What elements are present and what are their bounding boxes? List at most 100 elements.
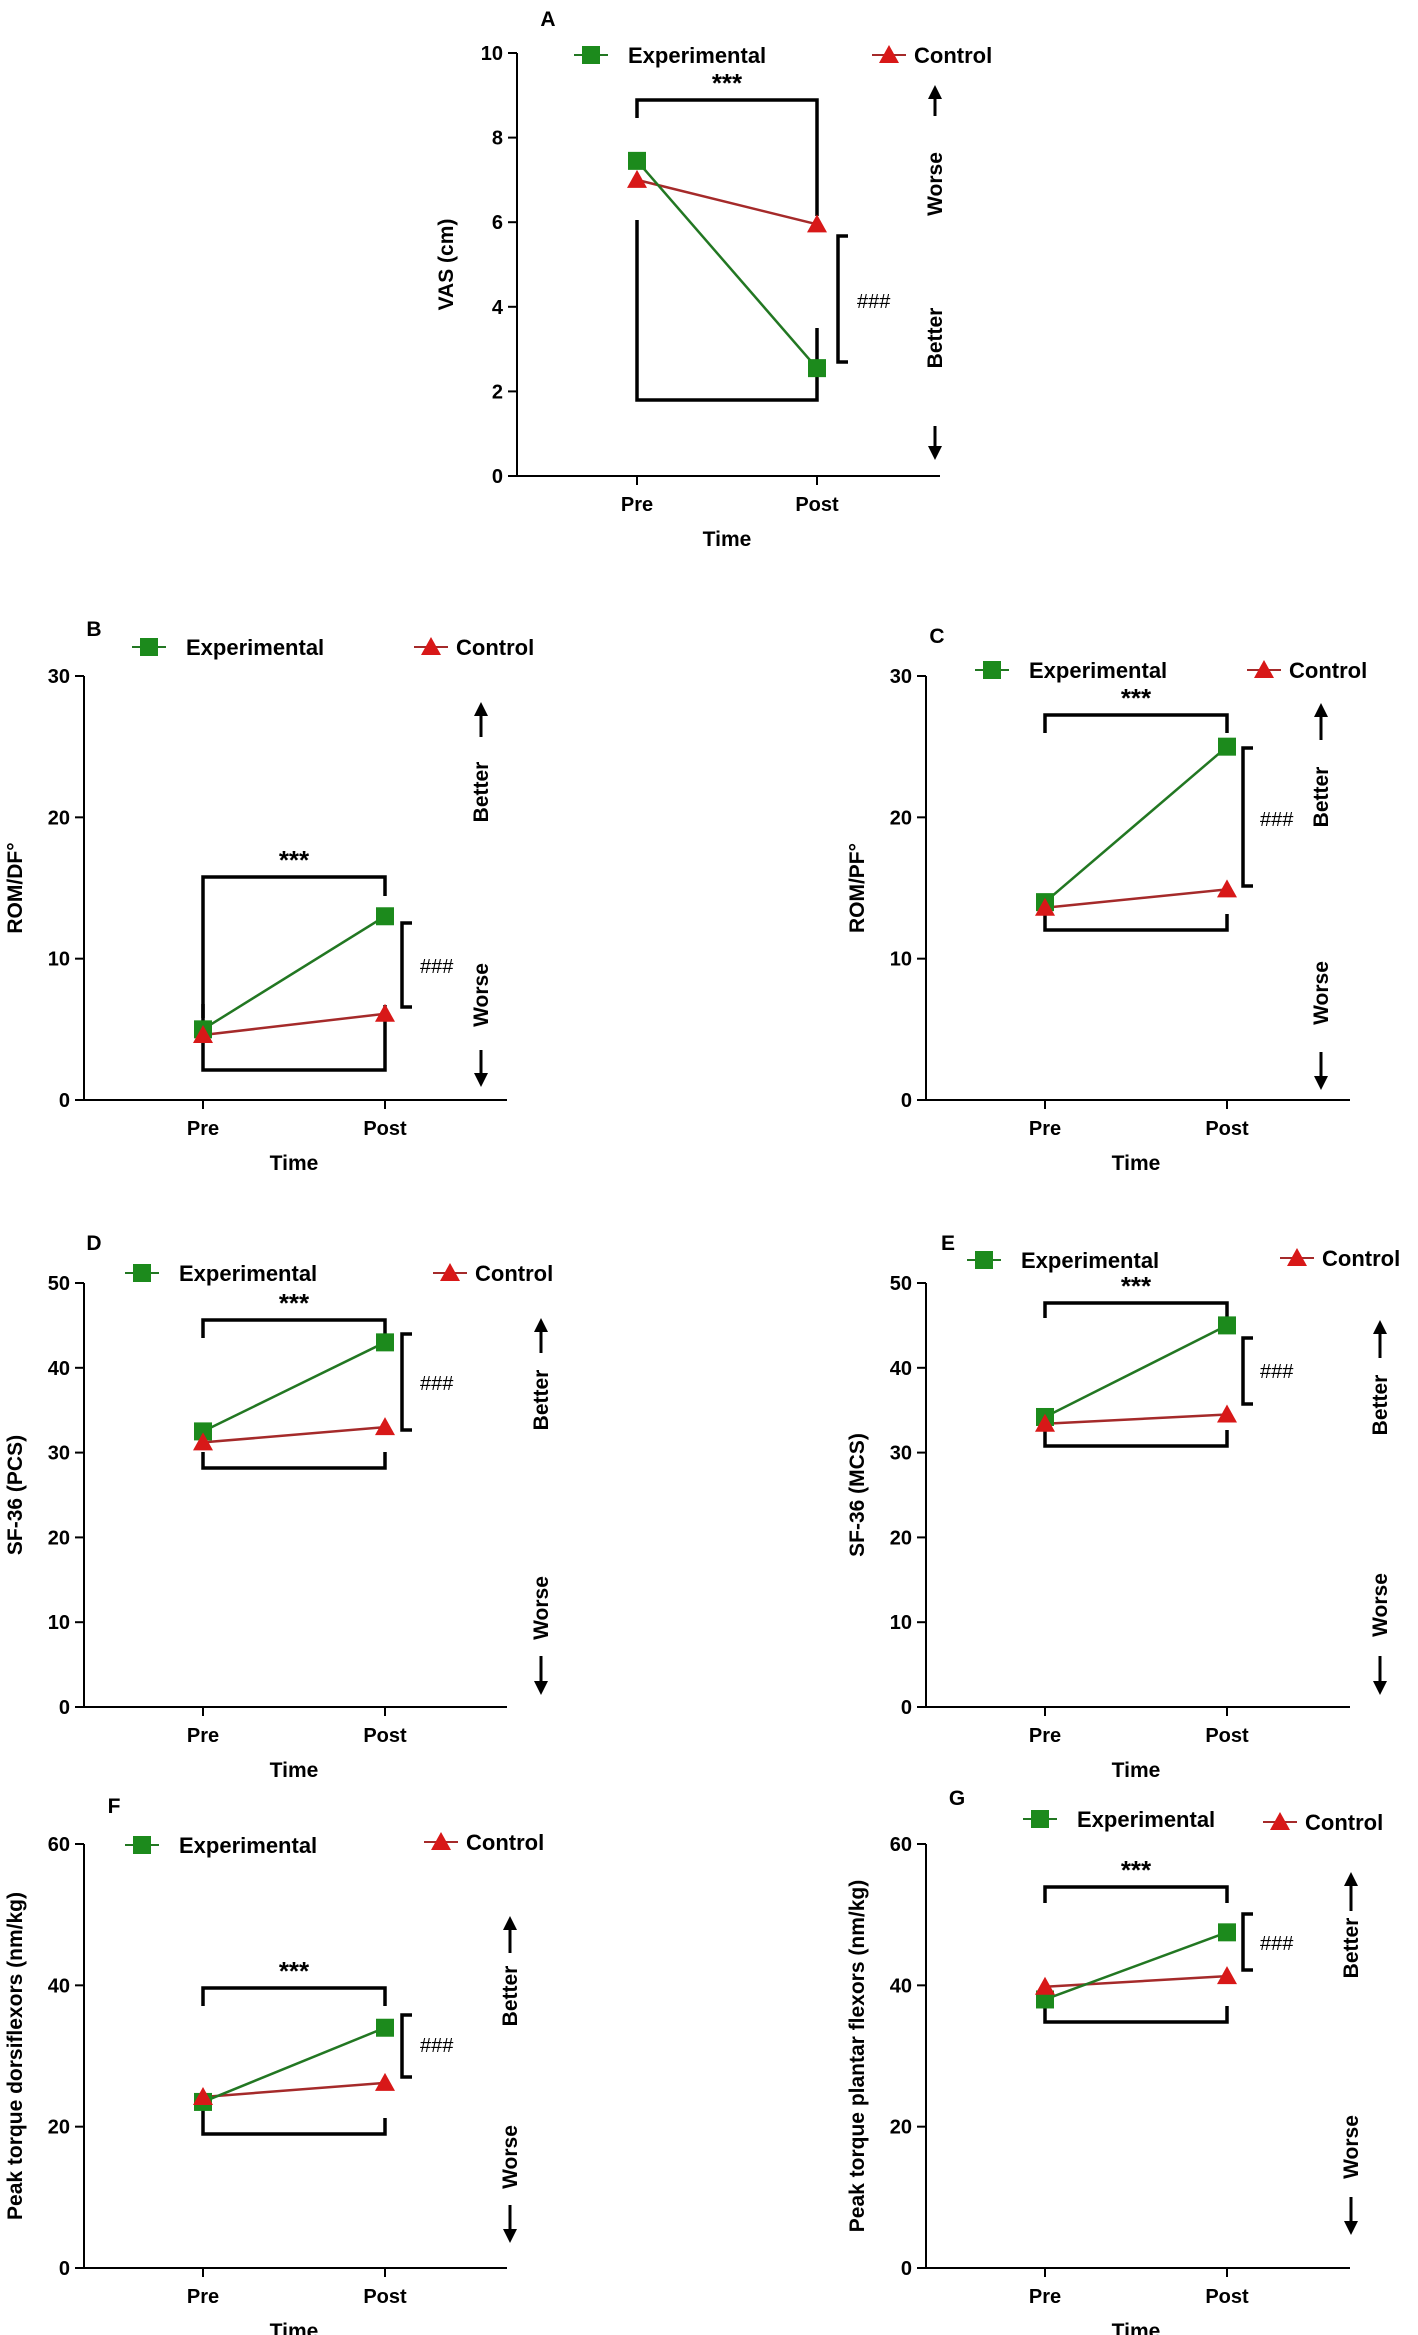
legend: Experimental Control bbox=[125, 1261, 553, 1286]
bracket-vertical bbox=[1241, 746, 1253, 888]
y-tick-label: 2 bbox=[492, 381, 503, 403]
panel-letter: B bbox=[86, 618, 101, 641]
direction-up-arrow-head bbox=[928, 85, 942, 99]
legend-experimental-marker bbox=[983, 661, 1001, 679]
between-group-bracket bbox=[1241, 1912, 1253, 1972]
direction-indicator: Better Worse bbox=[1369, 1320, 1392, 1695]
direction-down-arrow-head bbox=[1373, 1681, 1387, 1695]
x-tick-label: Post bbox=[795, 494, 839, 516]
legend: Experimental Control bbox=[125, 1830, 544, 1858]
bracket-bottom bbox=[635, 220, 819, 402]
experimental-series-line bbox=[202, 1341, 386, 1433]
legend-experimental-marker bbox=[133, 1836, 151, 1854]
y-tick-label: 10 bbox=[48, 949, 70, 971]
between-group-bracket bbox=[836, 234, 848, 364]
experimental-point bbox=[1218, 1923, 1236, 1942]
legend-control-label: Control bbox=[475, 1261, 553, 1286]
within-group-bracket bbox=[1043, 1885, 1229, 2024]
y-tick-label: 4 bbox=[492, 297, 504, 319]
experimental-point bbox=[376, 2018, 394, 2037]
y-tick-label: 30 bbox=[890, 666, 912, 688]
direction-up-label: Better bbox=[530, 1370, 553, 1431]
legend-control-marker bbox=[1270, 1812, 1290, 1830]
direction-indicator: Worse Better bbox=[924, 85, 947, 460]
legend-experimental-marker bbox=[140, 638, 158, 656]
legend: Experimental Control bbox=[975, 658, 1367, 683]
x-axis-label: Time bbox=[270, 1759, 319, 1782]
y-tick-label: 10 bbox=[890, 1612, 912, 1634]
panel-letter: D bbox=[86, 1232, 101, 1255]
legend-experimental-label: Experimental bbox=[179, 1261, 317, 1286]
y-tick-label: 0 bbox=[901, 2258, 912, 2280]
x-axis-label: Time bbox=[1112, 1152, 1161, 1175]
control-series-line bbox=[1044, 1974, 1228, 1988]
experimental-point bbox=[628, 151, 646, 170]
between-group-bracket bbox=[1241, 1336, 1253, 1406]
legend: Experimental Control bbox=[574, 43, 992, 68]
y-tick-label: 0 bbox=[59, 2258, 70, 2280]
bracket-vertical bbox=[400, 921, 412, 1009]
within-group-bracket bbox=[201, 1318, 387, 1470]
control-point bbox=[1217, 879, 1237, 898]
legend-experimental-label: Experimental bbox=[1077, 1807, 1215, 1832]
direction-up-label: Better bbox=[1310, 767, 1333, 828]
y-tick-label: 0 bbox=[492, 466, 503, 488]
control-series-line bbox=[202, 1425, 386, 1444]
experimental-point bbox=[808, 359, 826, 378]
x-tick-label: Pre bbox=[1029, 2286, 1061, 2308]
direction-down-label: Better bbox=[924, 308, 947, 369]
control-series-line bbox=[202, 2081, 386, 2099]
experimental-series-line bbox=[1044, 745, 1228, 904]
x-axis-label: Time bbox=[1112, 2320, 1161, 2335]
within-group-significance: *** bbox=[1121, 683, 1152, 713]
y-tick-label: 50 bbox=[890, 1273, 912, 1295]
legend-control-marker bbox=[431, 1832, 451, 1850]
bracket-bottom bbox=[201, 1004, 387, 1072]
within-group-bracket bbox=[635, 98, 819, 402]
chart-panel-b: B Experimental Control 0 10 20 30 Pre Post Time RO… bbox=[4, 618, 534, 1175]
control-point bbox=[1217, 1404, 1237, 1423]
legend-control-marker bbox=[879, 45, 899, 63]
legend-control-marker bbox=[1254, 660, 1274, 678]
bracket-top bbox=[635, 98, 819, 216]
legend-control-label: Control bbox=[456, 635, 534, 660]
x-tick-label: Pre bbox=[187, 1118, 219, 1140]
direction-up-arrow-head bbox=[1344, 1872, 1358, 1886]
legend-experimental-marker bbox=[1031, 1810, 1049, 1828]
bracket-top bbox=[1043, 1301, 1229, 1318]
bracket-top bbox=[1043, 1885, 1229, 1903]
direction-up-label: Better bbox=[499, 1966, 522, 2027]
experimental-series-line bbox=[1044, 1324, 1228, 1419]
y-axis-label: ROM/DF° bbox=[4, 842, 27, 933]
y-axis-label: VAS (cm) bbox=[435, 219, 458, 311]
direction-down-arrow-head bbox=[503, 2229, 517, 2243]
control-series-line bbox=[1044, 888, 1228, 910]
y-axis-label: ROM/PF° bbox=[846, 843, 869, 933]
y-tick-label: 50 bbox=[48, 1273, 70, 1295]
control-point bbox=[1217, 1966, 1237, 1985]
between-group-bracket bbox=[400, 1332, 412, 1432]
y-tick-label: 0 bbox=[59, 1090, 70, 1112]
panel-letter: E bbox=[941, 1232, 955, 1255]
x-tick-label: Post bbox=[363, 1725, 407, 1747]
experimental-point bbox=[1218, 1316, 1236, 1335]
y-tick-label: 30 bbox=[890, 1443, 912, 1465]
within-group-significance: *** bbox=[279, 1956, 310, 1986]
y-tick-label: 40 bbox=[48, 1358, 70, 1380]
chart-panel-d: D Experimental Control 0 10 20 30 40 50 Pre Post Ti… bbox=[4, 1232, 553, 1782]
x-tick-label: Pre bbox=[1029, 1725, 1061, 1747]
panel-letter: F bbox=[108, 1795, 121, 1818]
control-series-line bbox=[1044, 1413, 1228, 1426]
x-tick-label: Post bbox=[1205, 2286, 1249, 2308]
x-tick-label: Pre bbox=[187, 2286, 219, 2308]
direction-up-label: Better bbox=[1369, 1375, 1392, 1436]
legend-experimental-label: Experimental bbox=[179, 1833, 317, 1858]
between-group-significance: ### bbox=[1260, 809, 1294, 831]
control-point bbox=[193, 1432, 213, 1451]
control-point bbox=[375, 1417, 395, 1436]
direction-down-arrow-head bbox=[928, 446, 942, 460]
experimental-point bbox=[1218, 737, 1236, 756]
bracket-bottom bbox=[1043, 914, 1229, 932]
direction-up-label: Worse bbox=[924, 152, 947, 216]
